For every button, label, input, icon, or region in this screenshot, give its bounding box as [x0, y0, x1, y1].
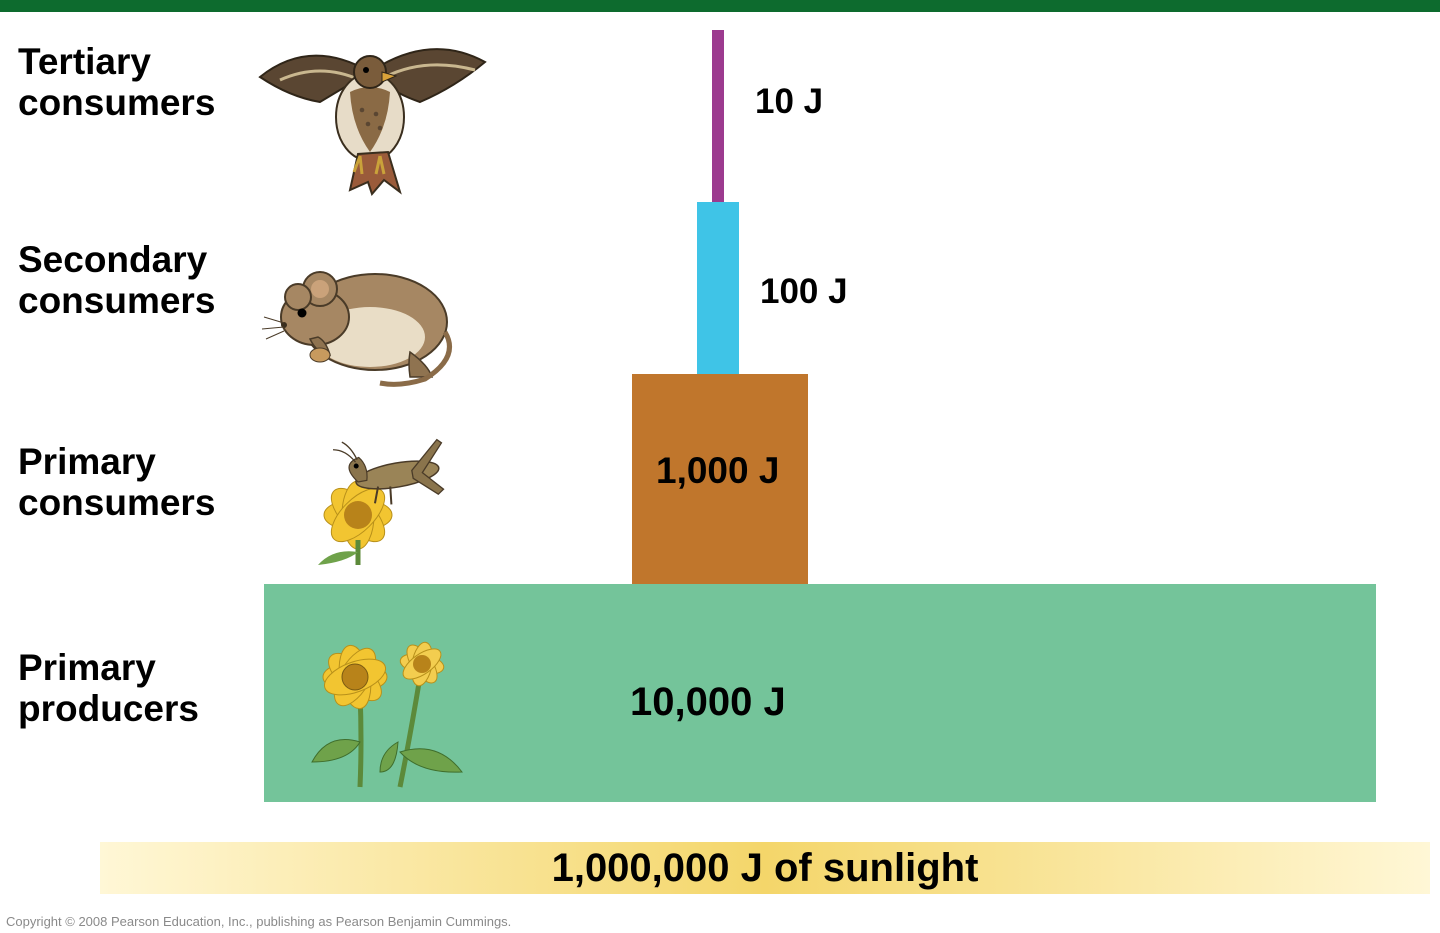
label-primary-consumers: Primary consumers: [18, 442, 215, 523]
flower-icon: [300, 622, 480, 792]
label-line: Primary: [18, 441, 156, 482]
label-line: consumers: [18, 82, 215, 123]
value-tertiary: 10 J: [755, 82, 823, 122]
label-line: consumers: [18, 280, 215, 321]
mouse-icon: [260, 237, 460, 387]
value-primary-consumers: 1,000 J: [656, 450, 779, 492]
sunlight-band: 1,000,000 J of sunlight: [100, 842, 1430, 894]
label-secondary-consumers: Secondary consumers: [18, 240, 215, 321]
copyright-text: Copyright © 2008 Pearson Education, Inc.…: [6, 914, 511, 929]
label-line: consumers: [18, 482, 215, 523]
value-producers: 10,000 J: [630, 680, 786, 725]
diagram-stage: 10 J 100 J 1,000 J 10,000 J Tertiary con…: [0, 12, 1440, 933]
sunlight-label: 1,000,000 J of sunlight: [552, 846, 979, 891]
label-line: Primary: [18, 647, 156, 688]
label-primary-producers: Primary producers: [18, 648, 199, 729]
grasshopper-icon: [278, 420, 468, 565]
label-tertiary-consumers: Tertiary consumers: [18, 42, 215, 123]
label-line: Tertiary: [18, 41, 151, 82]
top-accent-bar: [0, 0, 1440, 12]
label-line: Secondary: [18, 239, 207, 280]
bar-tertiary-consumers: [712, 30, 724, 202]
bar-secondary-consumers: [697, 202, 739, 374]
value-secondary: 100 J: [760, 272, 848, 312]
hawk-icon: [250, 32, 490, 202]
label-line: producers: [18, 688, 199, 729]
